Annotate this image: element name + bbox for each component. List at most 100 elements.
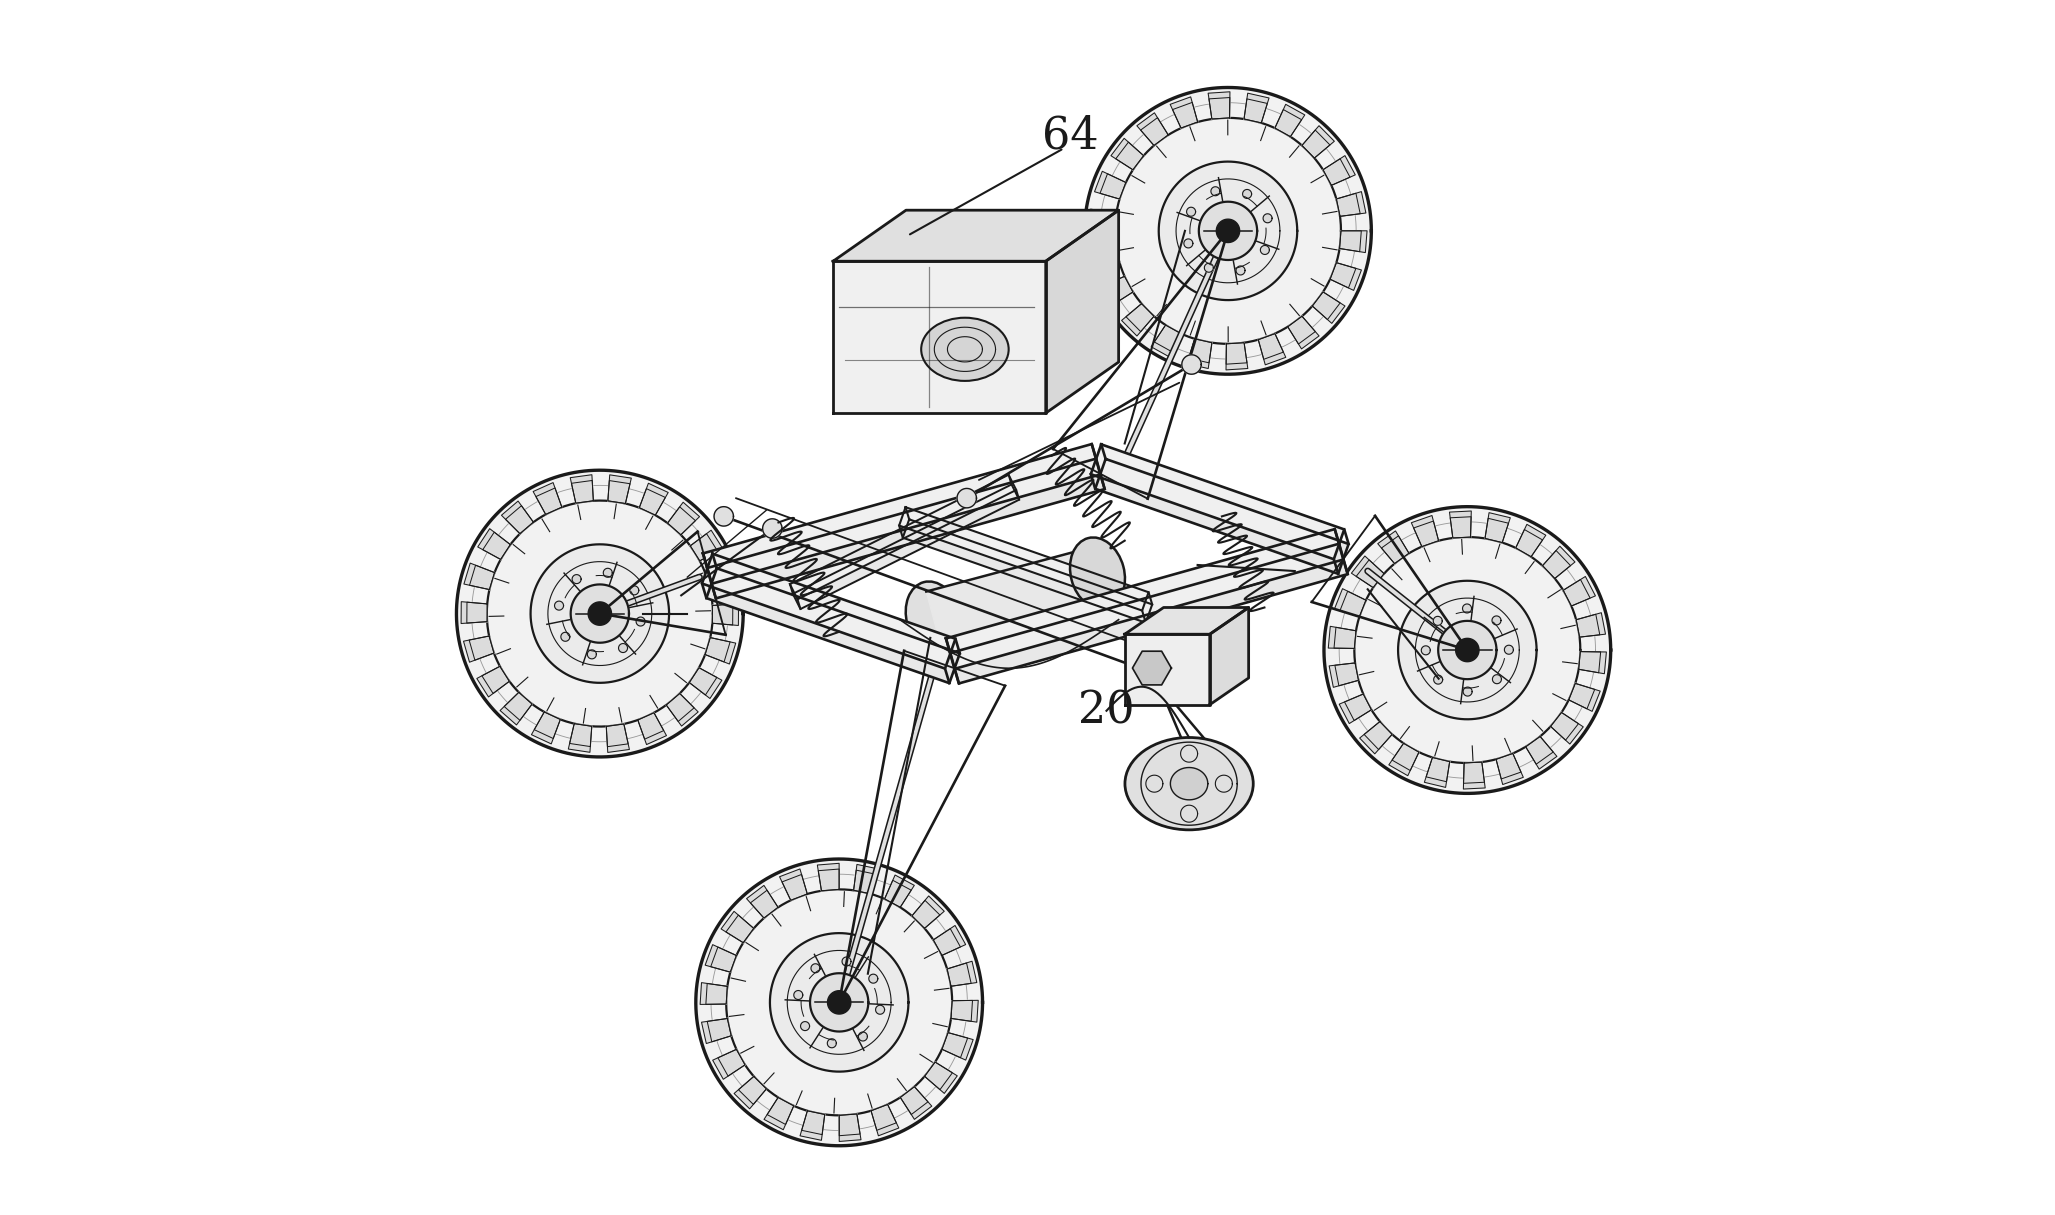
Polygon shape bbox=[1336, 192, 1367, 216]
Polygon shape bbox=[1089, 245, 1120, 270]
Polygon shape bbox=[639, 488, 666, 515]
Polygon shape bbox=[764, 1097, 793, 1130]
Polygon shape bbox=[1486, 513, 1510, 543]
Polygon shape bbox=[843, 957, 851, 966]
Polygon shape bbox=[793, 990, 804, 1000]
Polygon shape bbox=[532, 482, 561, 514]
Polygon shape bbox=[933, 928, 960, 955]
Polygon shape bbox=[1136, 113, 1167, 146]
Polygon shape bbox=[619, 644, 627, 652]
Polygon shape bbox=[853, 870, 877, 894]
Polygon shape bbox=[1173, 102, 1198, 128]
Ellipse shape bbox=[906, 582, 960, 654]
Polygon shape bbox=[713, 507, 734, 526]
Polygon shape bbox=[1274, 109, 1301, 136]
Polygon shape bbox=[832, 210, 1118, 261]
Polygon shape bbox=[1463, 762, 1486, 789]
Polygon shape bbox=[1095, 171, 1126, 199]
Polygon shape bbox=[1455, 638, 1480, 662]
Polygon shape bbox=[608, 481, 631, 503]
Polygon shape bbox=[711, 946, 736, 972]
Polygon shape bbox=[1198, 202, 1258, 260]
Polygon shape bbox=[884, 881, 910, 908]
Polygon shape bbox=[688, 668, 717, 695]
Polygon shape bbox=[1434, 676, 1443, 684]
Text: 20: 20 bbox=[1079, 689, 1134, 733]
Polygon shape bbox=[818, 864, 838, 891]
Polygon shape bbox=[801, 1111, 824, 1135]
Polygon shape bbox=[832, 261, 1046, 413]
Polygon shape bbox=[789, 475, 1017, 599]
Polygon shape bbox=[951, 1000, 978, 1022]
Polygon shape bbox=[1552, 712, 1578, 740]
Polygon shape bbox=[1313, 292, 1340, 320]
Polygon shape bbox=[1101, 276, 1132, 306]
Polygon shape bbox=[1188, 339, 1212, 363]
Polygon shape bbox=[629, 586, 639, 595]
Polygon shape bbox=[1151, 326, 1182, 357]
Polygon shape bbox=[725, 915, 754, 943]
Polygon shape bbox=[1426, 757, 1449, 781]
Ellipse shape bbox=[921, 317, 1009, 382]
Polygon shape bbox=[483, 532, 510, 559]
Polygon shape bbox=[869, 974, 877, 983]
Polygon shape bbox=[1323, 156, 1356, 186]
Polygon shape bbox=[1391, 744, 1418, 770]
Polygon shape bbox=[1412, 515, 1438, 547]
Polygon shape bbox=[1330, 262, 1356, 288]
Polygon shape bbox=[483, 666, 510, 694]
Polygon shape bbox=[925, 1062, 958, 1094]
Polygon shape bbox=[783, 875, 808, 900]
Polygon shape bbox=[927, 548, 1104, 643]
Polygon shape bbox=[871, 1104, 896, 1130]
Polygon shape bbox=[1323, 507, 1611, 793]
Polygon shape bbox=[1496, 753, 1521, 779]
Polygon shape bbox=[1564, 576, 1595, 606]
Polygon shape bbox=[1323, 159, 1350, 186]
Polygon shape bbox=[637, 713, 666, 745]
Polygon shape bbox=[941, 1033, 974, 1061]
Polygon shape bbox=[697, 859, 982, 1146]
Polygon shape bbox=[569, 724, 592, 752]
Polygon shape bbox=[1210, 187, 1221, 196]
Polygon shape bbox=[1171, 768, 1208, 799]
Polygon shape bbox=[690, 530, 723, 561]
Polygon shape bbox=[838, 1114, 861, 1141]
Polygon shape bbox=[1091, 445, 1344, 559]
Polygon shape bbox=[947, 961, 976, 987]
Polygon shape bbox=[703, 554, 956, 668]
Polygon shape bbox=[1340, 694, 1371, 724]
Polygon shape bbox=[571, 575, 582, 583]
Polygon shape bbox=[606, 724, 629, 747]
Polygon shape bbox=[1046, 210, 1118, 413]
Polygon shape bbox=[1243, 94, 1270, 123]
Polygon shape bbox=[1303, 130, 1330, 158]
Polygon shape bbox=[1414, 521, 1438, 547]
Polygon shape bbox=[1182, 355, 1202, 374]
Polygon shape bbox=[1126, 304, 1155, 332]
Polygon shape bbox=[561, 632, 569, 642]
Polygon shape bbox=[812, 963, 820, 973]
Polygon shape bbox=[1564, 580, 1591, 606]
Polygon shape bbox=[604, 569, 612, 577]
Polygon shape bbox=[532, 712, 561, 744]
Polygon shape bbox=[1264, 214, 1272, 222]
Polygon shape bbox=[1288, 316, 1315, 344]
Polygon shape bbox=[1260, 245, 1270, 254]
Polygon shape bbox=[1517, 525, 1545, 556]
Polygon shape bbox=[1543, 550, 1570, 578]
Polygon shape bbox=[949, 543, 1348, 684]
Polygon shape bbox=[1334, 589, 1367, 617]
Polygon shape bbox=[1578, 651, 1607, 673]
Polygon shape bbox=[1340, 231, 1360, 252]
Polygon shape bbox=[1365, 722, 1391, 750]
Polygon shape bbox=[608, 475, 631, 503]
Polygon shape bbox=[1163, 671, 1184, 690]
Polygon shape bbox=[1568, 683, 1601, 711]
Polygon shape bbox=[713, 604, 734, 625]
Polygon shape bbox=[884, 875, 914, 908]
Polygon shape bbox=[1124, 608, 1249, 634]
Polygon shape bbox=[1112, 139, 1145, 170]
Polygon shape bbox=[1492, 616, 1500, 625]
Polygon shape bbox=[1432, 616, 1443, 626]
